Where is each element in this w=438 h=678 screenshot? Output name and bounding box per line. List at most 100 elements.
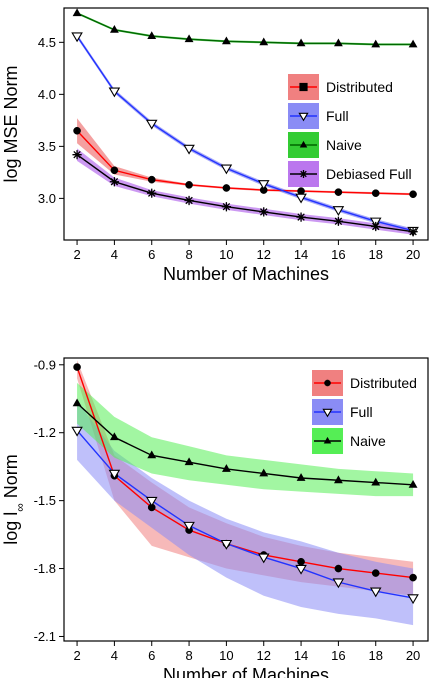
x-tick-label: 14: [294, 648, 308, 663]
y-tick-label: -2.1: [34, 629, 56, 644]
point-distributed: [409, 573, 417, 582]
line-distributed: [76, 366, 414, 579]
legend-marker-naive: [299, 140, 308, 148]
point-full: [108, 87, 121, 98]
point-debiased-full: [259, 207, 269, 217]
point-debiased-full: [184, 195, 194, 206]
point-naive: [371, 39, 381, 48]
x-tick-label: 8: [185, 247, 192, 262]
point-debiased-full: [371, 221, 381, 232]
point-full: [220, 164, 233, 175]
point-full: [332, 578, 345, 589]
point-naive: [259, 468, 269, 477]
line-naive: [76, 12, 414, 46]
point-full: [71, 426, 83, 437]
y-axis-ticks: -2.1 -1.8 -1.5 -1.2 -0.9: [34, 357, 64, 644]
plot-frame: [63, 357, 429, 642]
point-debiased-full: [221, 202, 232, 212]
legend: Distributed Full Naive Debiased Full: [288, 74, 412, 187]
y-tick-label: 4.5: [38, 35, 56, 50]
line-full: [76, 35, 414, 232]
y-axis-ticks: 3.0 3.5 4.0 4.5: [38, 35, 64, 206]
point-naive: [147, 31, 157, 40]
confidence-bands: [77, 360, 414, 626]
x-tick-label: 2: [73, 247, 80, 262]
point-naive: [259, 37, 269, 46]
point-full: [257, 180, 270, 190]
point-full: [257, 553, 270, 564]
point-distributed: [147, 175, 156, 184]
x-tick-label: 20: [406, 247, 420, 262]
legend-label-debiased-full: Debiased Full: [326, 166, 412, 182]
point-distributed: [222, 184, 231, 192]
x-axis-label: Number of Machines: [163, 264, 329, 284]
legend-marker-distributed: [324, 379, 331, 387]
point-distributed: [73, 126, 81, 135]
point-naive: [147, 450, 157, 459]
point-naive: [333, 475, 343, 484]
line-naive: [76, 402, 414, 486]
legend-marker-debiased-full: [299, 170, 308, 178]
point-distributed: [371, 569, 380, 577]
point-distributed: [297, 187, 305, 195]
point-full: [145, 496, 158, 507]
y-axis-label-prefix: log l: [1, 512, 21, 545]
point-naive: [371, 477, 381, 486]
point-distributed: [371, 189, 380, 198]
point-distributed: [110, 166, 119, 175]
series-markers: [71, 363, 419, 605]
y-axis-label-suffix: Norm: [1, 454, 21, 503]
point-debiased-full: [333, 216, 344, 226]
x-tick-label: 20: [406, 648, 420, 663]
legend-item-naive: Naive: [312, 428, 386, 454]
band-debiased-full: [77, 148, 414, 235]
x-tick-label: 2: [73, 648, 80, 663]
point-distributed: [409, 190, 417, 199]
point-full: [183, 144, 195, 155]
point-naive: [333, 38, 343, 47]
legend-marker-distributed: [299, 82, 308, 92]
point-debiased-full: [408, 227, 418, 237]
point-naive: [296, 473, 306, 481]
legend-item-full: Full: [288, 103, 349, 129]
point-naive: [296, 38, 306, 47]
confidence-bands: [77, 12, 414, 235]
x-tick-label: 12: [256, 247, 270, 262]
line-distributed: [76, 130, 414, 195]
series-lines: [76, 12, 414, 233]
chart-mse: 2 4 6 8 10 12 14 16 18 20 3.0 3.5 4.0 4.5 Number of …: [1, 7, 429, 284]
legend-item-full: Full: [312, 399, 373, 425]
band-naive: [77, 382, 414, 497]
legend-item-debiased-full: Debiased Full: [288, 161, 412, 187]
x-tick-label: 4: [111, 648, 118, 663]
x-tick-label: 18: [368, 648, 382, 663]
line-full: [76, 429, 414, 599]
y-tick-label: -1.8: [34, 561, 56, 576]
legend-label-distributed: Distributed: [326, 79, 393, 95]
point-distributed: [334, 188, 343, 196]
legend-item-naive: Naive: [288, 132, 362, 158]
series-markers: [71, 8, 419, 237]
y-tick-label: -1.5: [34, 493, 56, 508]
point-naive: [408, 479, 418, 488]
x-tick-label: 14: [294, 247, 308, 262]
point-full: [183, 521, 195, 532]
x-tick-label: 16: [331, 648, 345, 663]
chart-linf: 2 4 6 8 10 12 14 16 18 20 -2.1 -1.8 -1.5 -1.2 -0.9 Nu…: [1, 357, 429, 678]
point-naive: [408, 39, 418, 48]
band-naive: [77, 12, 414, 46]
legend-label-naive: Naive: [350, 433, 386, 449]
x-tick-label: 4: [111, 247, 118, 262]
point-full: [332, 206, 345, 216]
legend-label-full: Full: [326, 108, 349, 124]
point-debiased-full: [147, 188, 157, 198]
y-axis-label: log l∞ Norm: [1, 454, 27, 545]
point-full: [220, 539, 233, 550]
legend-marker-naive: [323, 436, 332, 444]
y-axis-label: log MSE Norm: [1, 65, 21, 182]
point-full: [108, 469, 121, 480]
point-debiased-full: [296, 212, 306, 222]
x-axis-ticks: 2 4 6 8 10 12 14 16 18 20: [73, 240, 420, 262]
